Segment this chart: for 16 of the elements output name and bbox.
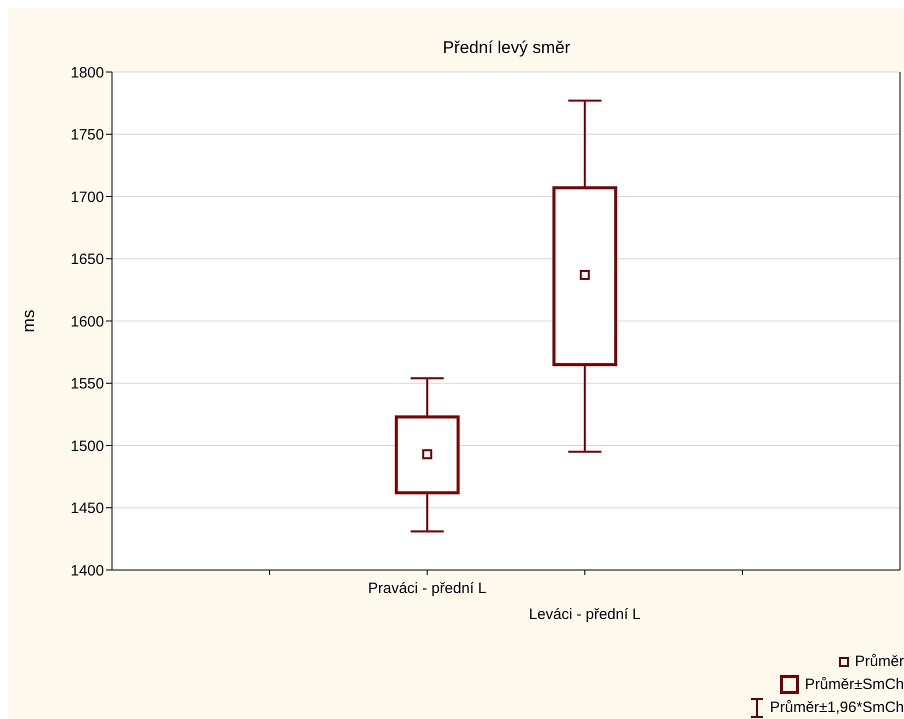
y-tick-label: 1550 bbox=[70, 376, 104, 393]
text: Průměr±SmCh bbox=[804, 675, 904, 695]
text: Průměr bbox=[854, 652, 904, 672]
y-tick-label: 1750 bbox=[70, 126, 104, 144]
y-tick-label: 1500 bbox=[70, 438, 104, 455]
text: Průměr±1,96*SmCh bbox=[770, 698, 904, 718]
chart-title: Přední levý směr bbox=[442, 38, 572, 58]
y-tick-label: 1650 bbox=[70, 251, 104, 268]
y-tick-label: 1800 bbox=[70, 64, 104, 82]
y-tick-label: 1400 bbox=[70, 562, 104, 580]
y-axis-title: ms bbox=[19, 310, 38, 332]
y-tick-label: 1600 bbox=[70, 313, 104, 330]
y-tick-label: 1700 bbox=[70, 188, 104, 206]
x-tick-label: Praváci - přední L bbox=[368, 580, 486, 597]
y-tick-label: 1450 bbox=[70, 500, 104, 518]
x-tick-label: Leváci - přední L bbox=[528, 606, 641, 623]
